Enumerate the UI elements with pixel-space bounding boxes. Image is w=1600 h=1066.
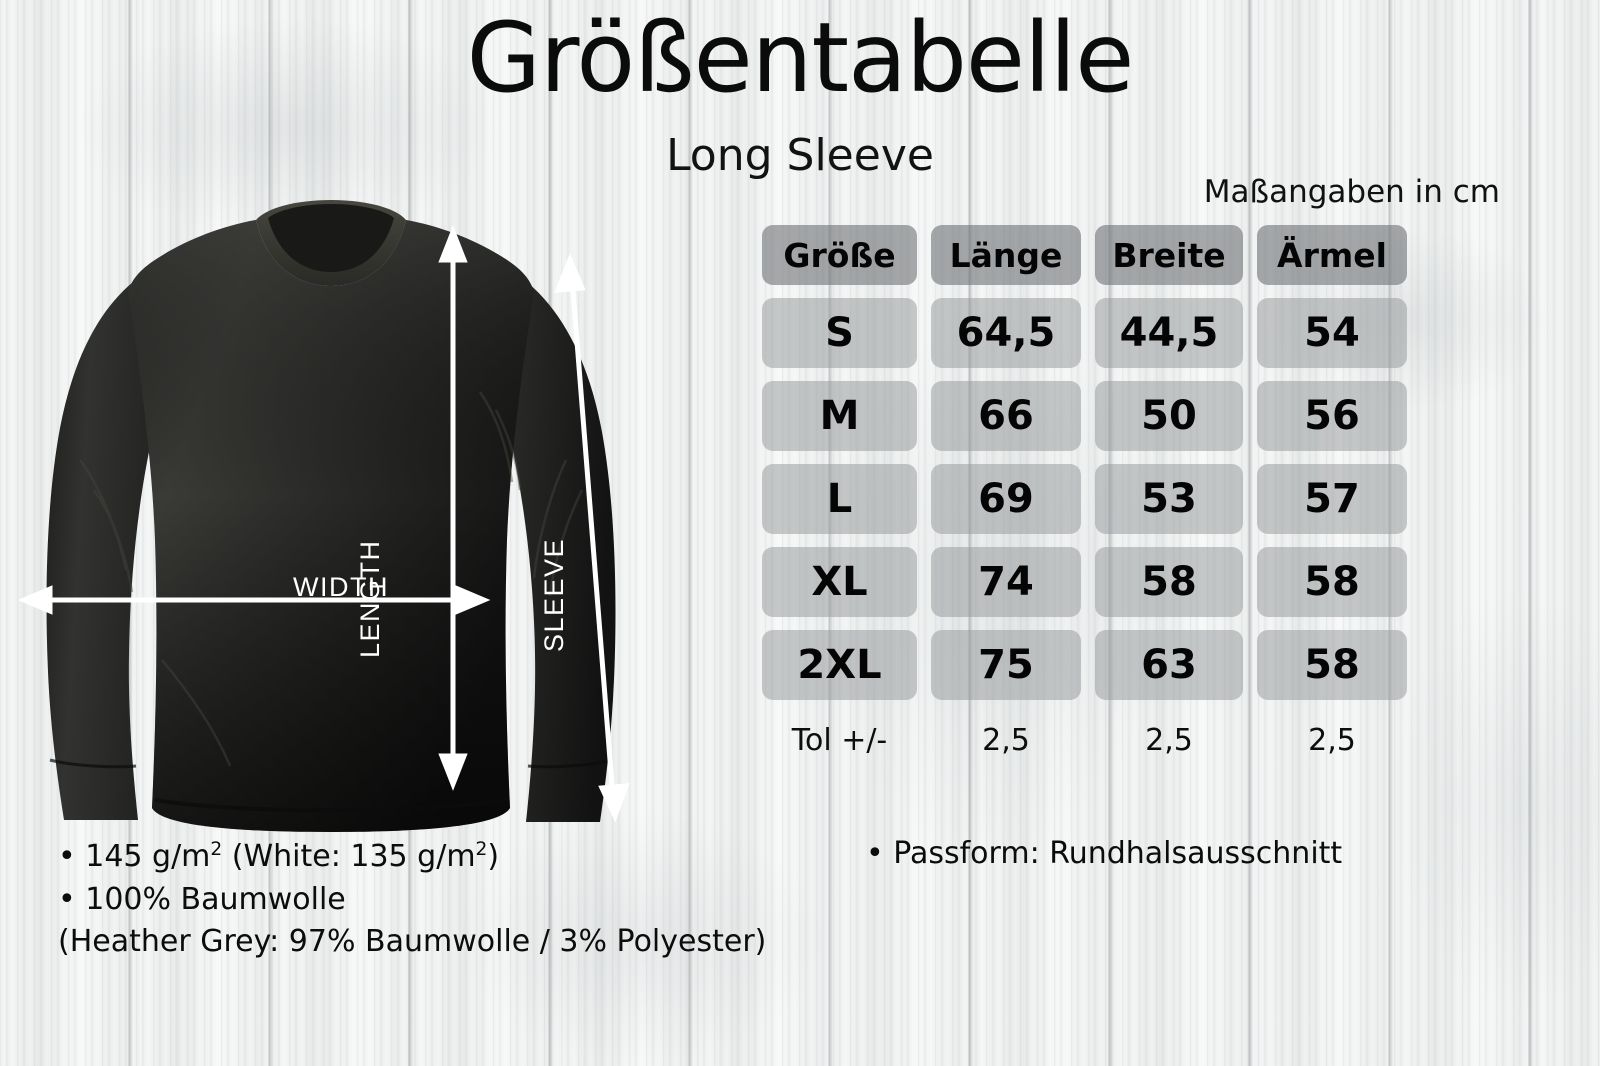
page-title: Größentabelle bbox=[466, 2, 1135, 114]
cell-length: 74 bbox=[931, 547, 1081, 617]
length-dimension-label: LENGTH bbox=[355, 539, 385, 658]
right-cuff-seam bbox=[527, 758, 613, 769]
cell-size: M bbox=[762, 381, 917, 451]
cell-length: 66 bbox=[931, 381, 1081, 451]
collar-inner bbox=[268, 204, 394, 272]
cell-width: 58 bbox=[1095, 547, 1243, 617]
table-row: XL 74 58 58 bbox=[762, 547, 1510, 630]
cell-length: 64,5 bbox=[931, 298, 1081, 368]
column-header-width: Breite bbox=[1095, 225, 1243, 285]
cell-size: 2XL bbox=[762, 630, 917, 700]
body-shading bbox=[128, 220, 534, 832]
cell-width: 44,5 bbox=[1095, 298, 1243, 368]
tolerance-sleeve: 2,5 bbox=[1308, 722, 1356, 758]
width-arrow bbox=[17, 585, 491, 615]
hem-seam bbox=[154, 798, 508, 813]
measurement-arrows bbox=[17, 225, 630, 823]
cell-width: 50 bbox=[1095, 381, 1243, 451]
tolerance-length: 2,5 bbox=[982, 722, 1030, 758]
material-info: • 145 g/m2 (White: 135 g/m2) • 100% Baum… bbox=[58, 836, 766, 964]
size-table: Größe Länge Breite Ärmel S 64,5 44,5 54 … bbox=[762, 225, 1510, 763]
column-header-size: Größe bbox=[762, 225, 917, 285]
cell-size: S bbox=[762, 298, 917, 368]
cell-sleeve: 54 bbox=[1257, 298, 1407, 368]
left-cuff-seam bbox=[49, 758, 137, 769]
fit-info: • Passform: Rundhalsausschnitt bbox=[866, 836, 1343, 871]
cell-sleeve: 57 bbox=[1257, 464, 1407, 534]
long-sleeve-shirt-illustration bbox=[17, 200, 630, 832]
material-composition-line: • 100% Baumwolle bbox=[58, 881, 346, 917]
left-sleeve bbox=[46, 278, 158, 820]
column-header-length: Länge bbox=[931, 225, 1081, 285]
fabric-folds bbox=[78, 391, 584, 767]
sleeve-dimension-label: SLEEVE bbox=[539, 537, 569, 652]
width-dimension-label: WIDTH bbox=[293, 572, 389, 602]
column-header-sleeve: Ärmel bbox=[1257, 225, 1407, 285]
material-weight-line: • 145 g/m2 (White: 135 g/m2) bbox=[58, 839, 500, 874]
table-row: M 66 50 56 bbox=[762, 381, 1510, 464]
table-row: 2XL 75 63 58 bbox=[762, 630, 1510, 713]
table-row: S 64,5 44,5 54 bbox=[762, 298, 1510, 381]
cell-width: 63 bbox=[1095, 630, 1243, 700]
garment-diagram: WIDTH LENGTH SLEEVE bbox=[10, 160, 670, 840]
sleeve-arrow bbox=[554, 253, 630, 823]
material-heather-grey-line: (Heather Grey: 97% Baumwolle / 3% Polyes… bbox=[58, 924, 767, 960]
cell-sleeve: 56 bbox=[1257, 381, 1407, 451]
cell-size: XL bbox=[762, 547, 917, 617]
tolerance-label: Tol +/- bbox=[791, 722, 888, 758]
units-note: Maßangaben in cm bbox=[1203, 174, 1500, 210]
cell-sleeve: 58 bbox=[1257, 630, 1407, 700]
length-arrow bbox=[438, 225, 468, 791]
cell-length: 75 bbox=[931, 630, 1081, 700]
cell-length: 69 bbox=[931, 464, 1081, 534]
right-sleeve bbox=[504, 278, 616, 822]
page-subtitle: Long Sleeve bbox=[666, 130, 934, 181]
tolerance-row: Tol +/- 2,5 2,5 2,5 bbox=[762, 717, 1510, 763]
table-header-row: Größe Länge Breite Ärmel bbox=[762, 225, 1510, 298]
cell-size: L bbox=[762, 464, 917, 534]
table-row: L 69 53 57 bbox=[762, 464, 1510, 547]
tolerance-width: 2,5 bbox=[1145, 722, 1193, 758]
cell-sleeve: 58 bbox=[1257, 547, 1407, 617]
cell-width: 53 bbox=[1095, 464, 1243, 534]
